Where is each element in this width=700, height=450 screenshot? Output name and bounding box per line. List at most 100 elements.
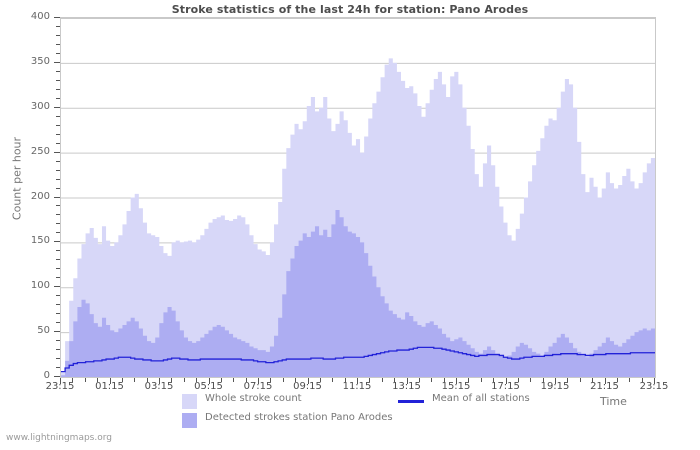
x-axis-minor-tick <box>480 378 482 382</box>
x-axis-tick-label: 09:15 <box>293 381 322 392</box>
x-axis-tick-mark <box>159 378 160 384</box>
x-axis-minor-tick <box>468 378 470 382</box>
chart-title: Stroke statistics of the last 24h for st… <box>171 3 529 16</box>
y-axis-minor-tick <box>56 313 60 315</box>
x-axis-tick-label: 17:15 <box>491 381 520 392</box>
x-axis-tick-mark <box>604 378 606 384</box>
x-axis-minor-tick <box>245 378 247 382</box>
plot-svg <box>61 18 655 377</box>
x-axis-minor-tick <box>134 378 136 382</box>
y-axis-minor-tick <box>56 214 60 216</box>
x-axis-minor-tick <box>84 378 86 382</box>
y-axis-tick-mark <box>54 17 60 18</box>
y-axis-tick-mark <box>54 241 60 243</box>
y-axis-minor-tick <box>56 304 60 306</box>
y-axis-minor-tick <box>56 178 60 180</box>
x-axis-tick-mark <box>109 378 111 384</box>
x-axis-minor-tick <box>332 378 334 382</box>
y-axis-tick-label: 150 <box>30 235 50 247</box>
x-axis-minor-tick <box>567 378 569 382</box>
y-axis-minor-tick <box>56 277 60 279</box>
x-axis-tick-label: 01:15 <box>95 381 124 392</box>
x-axis-minor-tick <box>72 378 74 382</box>
x-axis-tick-label: 11:15 <box>342 381 372 392</box>
chart-legend: Whole stroke count Detected strokes stat… <box>0 392 700 432</box>
legend-label-whole-stroke-count: Whole stroke count <box>205 393 302 404</box>
x-axis-minor-tick <box>616 378 618 382</box>
y-axis-minor-tick <box>56 124 60 126</box>
y-axis-minor-tick <box>56 250 60 252</box>
x-axis-minor-tick <box>171 378 173 382</box>
y-axis-tick-label: 350 <box>30 55 50 67</box>
y-axis-minor-tick <box>56 205 60 207</box>
x-axis-minor-tick <box>121 378 123 382</box>
x-axis-tick-mark <box>505 378 507 384</box>
x-axis-minor-tick <box>381 378 383 382</box>
x-axis-minor-tick <box>369 378 371 382</box>
x-axis-minor-tick <box>592 378 594 382</box>
y-axis-tick-mark <box>54 61 60 63</box>
legend-label-detected-strokes: Detected strokes station Pano Arodes <box>205 412 393 423</box>
x-axis-minor-tick <box>233 378 235 382</box>
x-axis-minor-tick <box>530 378 532 382</box>
y-axis-minor-tick <box>56 88 60 90</box>
x-axis-tick-mark <box>60 378 61 384</box>
y-axis-minor-tick <box>56 169 60 171</box>
y-axis-minor-tick <box>56 70 60 72</box>
series-line-mean-of-all-stations <box>61 346 655 373</box>
y-axis-minor-tick <box>56 232 60 234</box>
x-axis-minor-tick <box>418 378 420 382</box>
x-axis-tick-label: 19:15 <box>540 381 570 392</box>
y-axis-minor-tick <box>56 34 60 36</box>
y-axis-tick-label: 300 <box>30 100 50 112</box>
x-axis-tick-mark <box>357 378 358 384</box>
x-axis-minor-tick <box>282 378 284 382</box>
y-axis-tick-label: 250 <box>30 145 50 157</box>
y-axis-tick-label: 400 <box>30 11 50 22</box>
y-axis-minor-tick <box>56 43 60 45</box>
x-axis-minor-tick <box>443 378 445 382</box>
y-axis-tick-label: 50 <box>37 325 50 337</box>
y-axis-tick-label: 100 <box>30 280 50 292</box>
x-axis-minor-tick <box>517 378 519 382</box>
x-axis-minor-tick <box>97 378 99 382</box>
x-axis-tick-label: 05:15 <box>194 381 223 392</box>
y-axis-minor-tick <box>56 142 60 144</box>
x-axis-minor-tick <box>196 378 198 382</box>
y-axis-minor-tick <box>56 223 60 225</box>
x-axis-minor-tick <box>183 378 185 382</box>
x-axis-minor-tick <box>629 378 631 382</box>
y-axis-minor-tick <box>56 340 60 342</box>
y-axis-tick-mark <box>54 376 60 377</box>
y-axis-tick-mark <box>54 106 60 108</box>
y-axis-minor-tick <box>56 52 60 54</box>
x-axis-minor-tick <box>394 378 396 382</box>
x-axis-minor-tick <box>319 378 321 382</box>
y-axis-minor-tick <box>56 322 60 324</box>
x-axis-tick-label: 23:15 <box>45 381 75 392</box>
x-axis-tick-mark <box>406 378 408 384</box>
x-axis-minor-tick <box>220 378 222 382</box>
x-axis-tick-label: 23:15 <box>639 381 669 392</box>
y-axis-minor-tick <box>56 295 60 297</box>
y-axis-tick-label: 200 <box>30 190 50 202</box>
x-axis-tick-mark <box>307 378 309 384</box>
y-axis-minor-tick <box>56 268 60 270</box>
x-axis-tick-mark <box>654 378 655 384</box>
x-axis-tick-mark <box>555 378 556 384</box>
legend-label-mean-of-all-stations: Mean of all stations <box>432 393 530 404</box>
y-axis-title: Count per hour <box>10 136 24 221</box>
x-axis-minor-tick <box>493 378 495 382</box>
x-axis-tick-label: 13:15 <box>392 381 421 392</box>
y-axis-minor-tick <box>56 115 60 117</box>
y-axis-minor-tick <box>56 160 60 162</box>
legend-swatch-detected-strokes <box>182 413 197 428</box>
y-axis-tick-mark <box>54 286 60 288</box>
x-axis-tick-mark <box>456 378 457 384</box>
y-axis-minor-tick <box>56 259 60 261</box>
x-axis-tick-mark <box>208 378 210 384</box>
y-axis-minor-tick <box>56 79 60 81</box>
y-axis-tick-mark <box>54 196 60 198</box>
y-axis-minor-tick <box>56 187 60 189</box>
x-axis-minor-tick <box>641 378 643 382</box>
